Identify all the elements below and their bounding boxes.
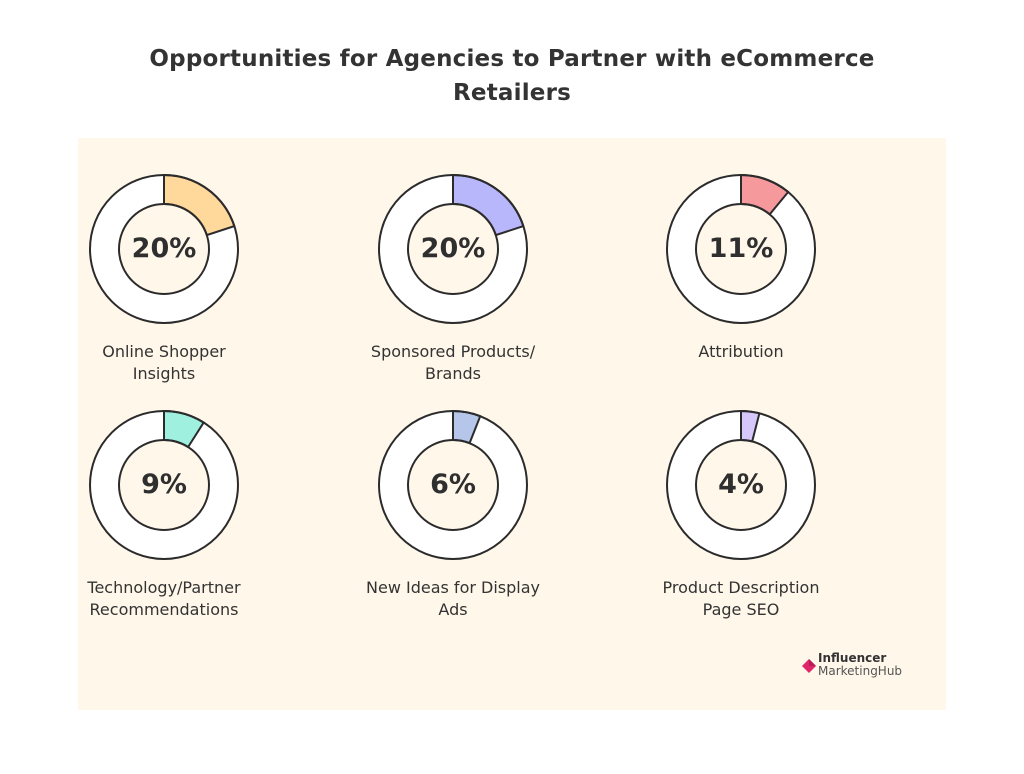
donut-category-label: Technology/Partner Recommendations xyxy=(34,577,294,621)
chart-title: Opportunities for Agencies to Partner wi… xyxy=(149,46,875,106)
donut-category-label: Sponsored Products/Brands xyxy=(323,341,583,385)
donut-chart xyxy=(378,409,528,560)
donut-category-label: Online Shopper Insights xyxy=(34,341,294,385)
donut-inner-edge xyxy=(407,439,499,531)
donut-value-label: 6% xyxy=(430,469,476,500)
donut-chart xyxy=(666,173,816,324)
donut-chart xyxy=(666,409,816,560)
donut-card: 20% Online Shopper Insights xyxy=(34,173,294,393)
donut-card: 11% Attribution xyxy=(611,173,871,393)
donut-value-label: 11% xyxy=(708,233,774,264)
donut-card: 4% Product Description Page SEO xyxy=(611,409,871,629)
category-label-line: Technology/Partner xyxy=(87,578,241,597)
donut-inner-edge xyxy=(695,439,787,531)
donut-inner-edge xyxy=(407,203,499,295)
category-label-line: Sponsored Products/ xyxy=(370,342,536,361)
donut-inner-edge xyxy=(118,203,210,295)
category-label-line: Online Shopper xyxy=(102,342,226,361)
donut-outer-edge xyxy=(666,410,816,560)
category-label-line: Attribution xyxy=(698,342,784,361)
logo-icon xyxy=(802,659,816,673)
donut-outer-edge xyxy=(666,174,816,324)
donut-outer-edge xyxy=(89,174,239,324)
donut-outer-edge xyxy=(378,410,528,560)
donut-outer-edge xyxy=(89,410,239,560)
donut-value-label: 20% xyxy=(131,233,197,264)
category-label-line: Recommendations xyxy=(89,600,239,619)
logo-line-2: MarketingHub xyxy=(818,664,903,678)
donut-value-label: 9% xyxy=(141,469,187,500)
donut-inner-edge xyxy=(118,439,210,531)
category-label-line: New Ideas for Display xyxy=(366,578,540,597)
donut-value-label: 4% xyxy=(718,469,764,500)
category-label-line: Ads xyxy=(438,600,468,619)
category-label-line: Page SEO xyxy=(702,600,780,619)
donut-card: 9% Technology/Partner Recommendations xyxy=(34,409,294,629)
donut-category-label: Attribution xyxy=(611,341,871,363)
donut-card: 6% New Ideas for Display Ads xyxy=(323,409,583,629)
brand-logo: Influencer MarketingHub xyxy=(800,652,940,680)
donut-outer-edge xyxy=(378,174,528,324)
donut-card: 20% Sponsored Products/Brands xyxy=(323,173,583,393)
donut-category-label: New Ideas for Display Ads xyxy=(323,577,583,621)
category-label-line: Brands xyxy=(425,364,481,383)
donut-chart xyxy=(378,173,528,324)
donut-category-label: Product Description Page SEO xyxy=(611,577,871,621)
donut-value-label: 20% xyxy=(420,233,486,264)
category-label-line: Product Description xyxy=(662,578,820,597)
donut-inner-edge xyxy=(695,203,787,295)
donut-chart xyxy=(89,173,239,324)
category-label-line: Insights xyxy=(132,364,196,383)
logo-line-1: Influencer xyxy=(818,651,887,665)
donut-chart xyxy=(89,409,239,560)
